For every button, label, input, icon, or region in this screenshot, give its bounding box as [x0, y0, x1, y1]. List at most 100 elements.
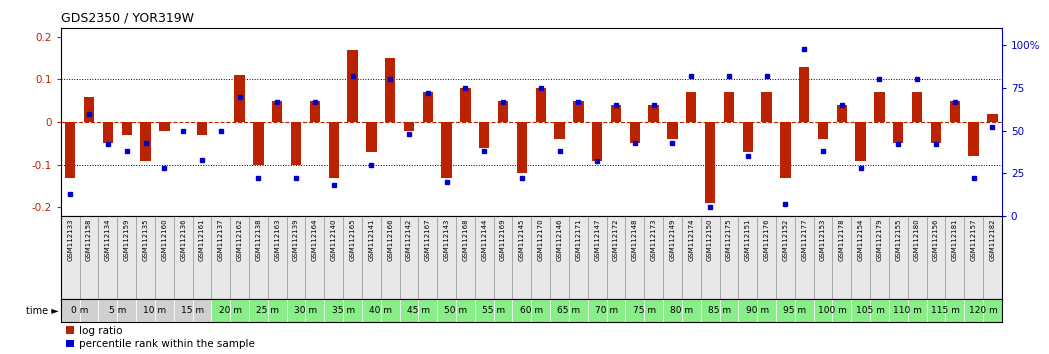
- Bar: [606, 216, 625, 299]
- Bar: [682, 216, 701, 299]
- Bar: [362, 299, 381, 322]
- Bar: [889, 299, 907, 322]
- Bar: [833, 299, 851, 322]
- Bar: [404, 122, 414, 131]
- Bar: [926, 216, 945, 299]
- Text: 80 m: 80 m: [670, 306, 693, 315]
- Bar: [851, 299, 870, 322]
- Bar: [494, 299, 513, 322]
- Bar: [724, 92, 734, 122]
- Bar: [720, 299, 738, 322]
- Text: 35 m: 35 m: [331, 306, 355, 315]
- Bar: [437, 299, 456, 322]
- Bar: [475, 299, 494, 322]
- Text: GSM112166: GSM112166: [387, 218, 393, 261]
- Bar: [136, 299, 155, 322]
- Bar: [117, 299, 136, 322]
- Bar: [851, 216, 870, 299]
- Bar: [757, 216, 776, 299]
- Bar: [343, 299, 362, 322]
- Bar: [309, 101, 320, 122]
- Text: 20 m: 20 m: [218, 306, 241, 315]
- Bar: [945, 216, 964, 299]
- Bar: [272, 101, 282, 122]
- Bar: [648, 105, 659, 122]
- Bar: [99, 216, 117, 299]
- Bar: [193, 299, 212, 322]
- Bar: [532, 216, 550, 299]
- Text: 70 m: 70 m: [595, 306, 618, 315]
- Bar: [912, 92, 922, 122]
- Bar: [253, 122, 263, 165]
- Bar: [550, 299, 569, 322]
- Bar: [870, 216, 889, 299]
- Text: GDS2350 / YOR319W: GDS2350 / YOR319W: [61, 12, 194, 24]
- Bar: [442, 122, 452, 178]
- Text: 75 m: 75 m: [633, 306, 656, 315]
- Bar: [197, 122, 207, 135]
- Bar: [870, 299, 889, 322]
- Text: GSM112135: GSM112135: [143, 218, 149, 261]
- Bar: [419, 299, 437, 322]
- Bar: [234, 75, 244, 122]
- Bar: [305, 299, 324, 322]
- Bar: [475, 216, 494, 299]
- Text: 45 m: 45 m: [407, 306, 430, 315]
- Text: GSM112171: GSM112171: [575, 218, 581, 261]
- Text: GSM112133: GSM112133: [67, 218, 73, 261]
- Text: GSM112147: GSM112147: [594, 218, 600, 261]
- Text: GSM112144: GSM112144: [481, 218, 488, 261]
- Bar: [141, 122, 151, 160]
- Text: 15 m: 15 m: [181, 306, 205, 315]
- Bar: [381, 216, 400, 299]
- Bar: [949, 101, 960, 122]
- Bar: [554, 122, 564, 139]
- Bar: [419, 216, 437, 299]
- Bar: [366, 122, 377, 152]
- Bar: [776, 216, 795, 299]
- Bar: [780, 122, 791, 178]
- Bar: [889, 216, 907, 299]
- Bar: [667, 122, 678, 139]
- Bar: [513, 216, 532, 299]
- Text: GSM112177: GSM112177: [801, 218, 807, 261]
- Bar: [550, 216, 569, 299]
- Text: GSM112175: GSM112175: [726, 218, 732, 261]
- Bar: [964, 216, 983, 299]
- Bar: [629, 122, 640, 143]
- Text: 85 m: 85 m: [708, 306, 731, 315]
- Bar: [328, 122, 339, 178]
- Bar: [324, 299, 343, 322]
- Bar: [498, 101, 509, 122]
- Bar: [701, 299, 720, 322]
- Text: GSM112155: GSM112155: [895, 218, 901, 261]
- Text: GSM112172: GSM112172: [613, 218, 619, 261]
- Bar: [305, 216, 324, 299]
- Text: 50 m: 50 m: [445, 306, 468, 315]
- Bar: [461, 88, 471, 122]
- Text: GSM112168: GSM112168: [463, 218, 469, 261]
- Bar: [536, 88, 545, 122]
- Bar: [517, 122, 527, 173]
- Bar: [893, 122, 903, 143]
- Bar: [479, 122, 490, 148]
- Bar: [362, 216, 381, 299]
- Bar: [837, 105, 847, 122]
- Bar: [494, 216, 513, 299]
- Bar: [874, 92, 884, 122]
- Text: GSM112140: GSM112140: [330, 218, 337, 261]
- Bar: [61, 216, 80, 299]
- Bar: [80, 216, 99, 299]
- Text: GSM112149: GSM112149: [669, 218, 676, 261]
- Bar: [799, 67, 810, 122]
- Bar: [856, 122, 865, 160]
- Text: GSM112141: GSM112141: [368, 218, 374, 261]
- Bar: [795, 299, 814, 322]
- Bar: [606, 299, 625, 322]
- Bar: [795, 216, 814, 299]
- Bar: [61, 299, 80, 322]
- Text: GSM112150: GSM112150: [707, 218, 713, 261]
- Bar: [663, 216, 682, 299]
- Text: GSM112160: GSM112160: [162, 218, 168, 261]
- Text: 65 m: 65 m: [557, 306, 580, 315]
